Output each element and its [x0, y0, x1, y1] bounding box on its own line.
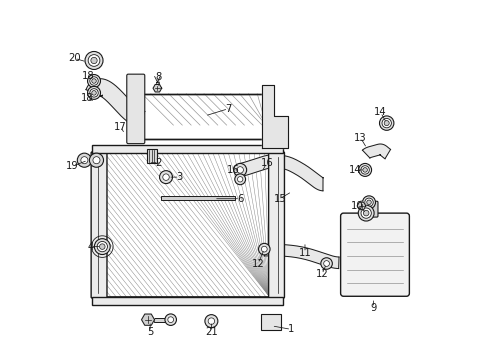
- Text: 18: 18: [81, 71, 94, 81]
- Text: 12: 12: [315, 269, 327, 279]
- Circle shape: [364, 198, 372, 207]
- Circle shape: [92, 79, 96, 83]
- Bar: [153, 318, 165, 322]
- Circle shape: [164, 314, 176, 325]
- Circle shape: [93, 157, 100, 164]
- Text: 5: 5: [147, 327, 153, 337]
- Text: 16: 16: [260, 158, 273, 168]
- Polygon shape: [362, 144, 390, 159]
- Circle shape: [208, 318, 214, 324]
- Circle shape: [167, 317, 173, 323]
- Circle shape: [233, 163, 246, 176]
- Text: 20: 20: [68, 53, 81, 63]
- Circle shape: [90, 77, 98, 85]
- Circle shape: [358, 205, 373, 221]
- Circle shape: [234, 174, 245, 185]
- Circle shape: [77, 153, 91, 167]
- Text: 16: 16: [226, 165, 239, 175]
- Circle shape: [381, 118, 390, 128]
- Polygon shape: [239, 155, 323, 191]
- Text: 15: 15: [273, 194, 285, 204]
- Circle shape: [100, 244, 105, 249]
- Bar: [92, 297, 283, 305]
- Circle shape: [204, 315, 218, 328]
- Polygon shape: [86, 79, 144, 128]
- Circle shape: [379, 116, 393, 130]
- FancyBboxPatch shape: [91, 152, 107, 298]
- Bar: [146, 149, 156, 163]
- Circle shape: [358, 163, 371, 176]
- Text: 6: 6: [237, 194, 243, 204]
- Polygon shape: [153, 85, 162, 92]
- Bar: [161, 196, 234, 200]
- Circle shape: [363, 210, 368, 216]
- Text: 19: 19: [66, 161, 79, 171]
- Circle shape: [163, 174, 169, 180]
- Text: 17: 17: [114, 122, 126, 132]
- Circle shape: [89, 153, 103, 167]
- Bar: [260, 314, 280, 330]
- Circle shape: [323, 261, 329, 266]
- Circle shape: [258, 243, 269, 255]
- Bar: [142, 94, 265, 139]
- Circle shape: [92, 91, 96, 95]
- Circle shape: [360, 166, 368, 174]
- Polygon shape: [262, 85, 287, 148]
- Circle shape: [360, 208, 370, 218]
- FancyBboxPatch shape: [126, 74, 144, 144]
- Circle shape: [366, 200, 370, 204]
- Circle shape: [237, 167, 243, 173]
- Text: 14: 14: [348, 165, 361, 175]
- Bar: [92, 145, 283, 153]
- Text: 1: 1: [287, 324, 294, 334]
- Text: 8: 8: [155, 72, 162, 82]
- Circle shape: [362, 196, 375, 209]
- Bar: [106, 153, 269, 297]
- Text: 4: 4: [87, 242, 93, 252]
- Circle shape: [94, 239, 110, 255]
- FancyBboxPatch shape: [359, 201, 377, 217]
- Text: 2: 2: [155, 158, 162, 168]
- Circle shape: [159, 171, 172, 184]
- Circle shape: [261, 246, 266, 252]
- Text: 3: 3: [176, 172, 183, 182]
- Text: 11: 11: [298, 248, 311, 258]
- Bar: [106, 153, 269, 297]
- Polygon shape: [141, 314, 154, 325]
- Circle shape: [91, 57, 97, 64]
- Circle shape: [87, 86, 101, 99]
- Circle shape: [237, 177, 243, 182]
- Bar: [142, 94, 265, 139]
- Circle shape: [362, 168, 366, 172]
- Circle shape: [88, 55, 100, 66]
- Text: 13: 13: [353, 132, 366, 143]
- Text: 21: 21: [204, 327, 217, 337]
- Polygon shape: [356, 202, 365, 210]
- Circle shape: [320, 258, 332, 269]
- Text: 9: 9: [369, 303, 376, 313]
- Circle shape: [85, 51, 103, 69]
- Text: 7: 7: [224, 104, 231, 114]
- Circle shape: [97, 242, 107, 252]
- Polygon shape: [264, 244, 338, 269]
- Circle shape: [384, 121, 388, 126]
- Circle shape: [81, 157, 88, 164]
- Circle shape: [90, 89, 98, 97]
- Text: 14: 14: [373, 107, 386, 117]
- Text: 12: 12: [251, 258, 264, 269]
- Text: 10: 10: [350, 201, 363, 211]
- Text: 18: 18: [81, 93, 93, 103]
- FancyBboxPatch shape: [340, 213, 408, 296]
- FancyBboxPatch shape: [268, 152, 284, 298]
- Circle shape: [87, 75, 101, 87]
